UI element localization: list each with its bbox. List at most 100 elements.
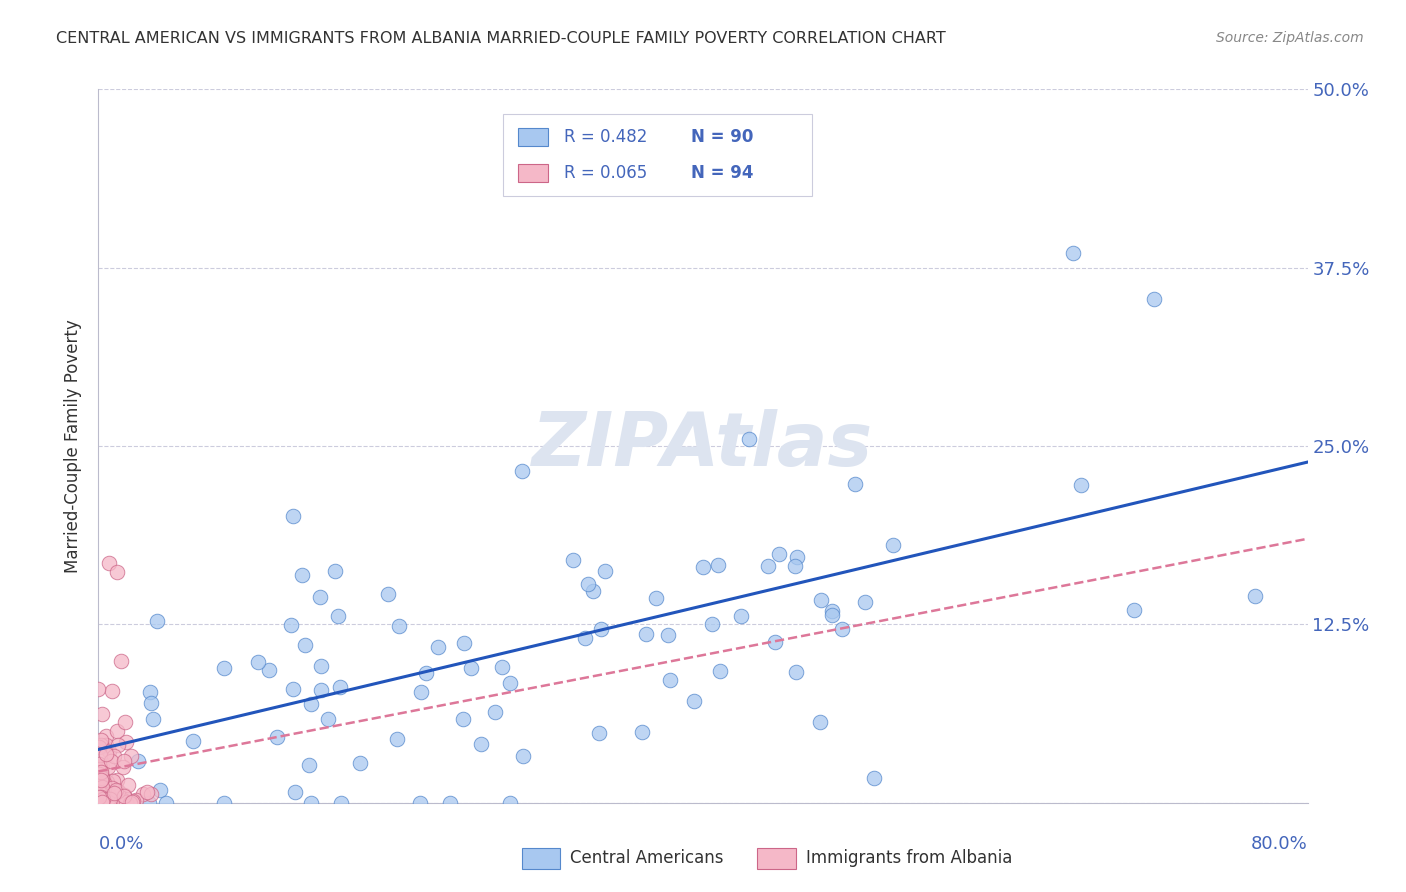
- Point: [91, 793, 114, 807]
- Point: [299, 698, 322, 712]
- Text: R = 0.065: R = 0.065: [564, 164, 647, 182]
- Point: [89, 781, 111, 796]
- Point: [107, 783, 129, 797]
- Point: [91, 787, 114, 801]
- Point: [512, 464, 534, 478]
- Point: [763, 635, 786, 649]
- Point: [699, 175, 721, 189]
- Point: [90, 789, 112, 804]
- Point: [96, 794, 118, 808]
- Point: [90, 772, 112, 787]
- Point: [91, 759, 114, 773]
- Point: [107, 738, 129, 752]
- Point: [87, 793, 110, 807]
- Point: [844, 476, 866, 491]
- Point: [301, 796, 323, 810]
- Point: [808, 714, 831, 729]
- Point: [103, 749, 125, 764]
- Point: [105, 724, 128, 739]
- Point: [132, 787, 155, 801]
- Point: [94, 747, 117, 761]
- Point: [87, 795, 110, 809]
- Point: [1062, 246, 1084, 260]
- Text: Immigrants from Albania: Immigrants from Albania: [806, 849, 1012, 867]
- Text: R = 0.482: R = 0.482: [564, 128, 647, 146]
- Text: CENTRAL AMERICAN VS IMMIGRANTS FROM ALBANIA MARRIED-COUPLE FAMILY POVERTY CORREL: CENTRAL AMERICAN VS IMMIGRANTS FROM ALBA…: [56, 31, 946, 46]
- Text: N = 90: N = 90: [690, 128, 754, 146]
- Point: [257, 663, 280, 677]
- Point: [499, 675, 522, 690]
- Point: [90, 787, 112, 801]
- Y-axis label: Married-Couple Family Poverty: Married-Couple Family Poverty: [65, 319, 83, 573]
- Point: [87, 681, 110, 696]
- Point: [87, 794, 110, 808]
- Bar: [522, 847, 561, 869]
- Point: [90, 789, 112, 804]
- Point: [657, 628, 679, 642]
- Point: [103, 786, 125, 800]
- Point: [91, 793, 114, 807]
- Point: [280, 618, 302, 632]
- Point: [117, 778, 139, 792]
- Point: [139, 685, 162, 699]
- Point: [882, 538, 904, 552]
- Point: [294, 638, 316, 652]
- Point: [388, 619, 411, 633]
- Point: [589, 623, 612, 637]
- Point: [730, 609, 752, 624]
- Point: [561, 553, 583, 567]
- Point: [146, 614, 169, 628]
- Point: [212, 661, 235, 675]
- Point: [707, 558, 730, 572]
- Point: [105, 773, 128, 788]
- Point: [498, 796, 520, 810]
- Point: [101, 684, 124, 698]
- Point: [105, 796, 128, 810]
- Point: [148, 782, 170, 797]
- Point: [96, 775, 118, 789]
- Point: [127, 754, 149, 768]
- Point: [325, 565, 347, 579]
- Point: [415, 665, 437, 680]
- Point: [112, 789, 135, 804]
- Point: [309, 590, 332, 604]
- Point: [512, 748, 534, 763]
- Point: [87, 771, 110, 785]
- Point: [94, 790, 117, 805]
- Point: [91, 796, 114, 810]
- Point: [298, 758, 321, 772]
- Point: [593, 564, 616, 578]
- Point: [853, 595, 876, 609]
- Point: [283, 509, 305, 524]
- Point: [470, 737, 492, 751]
- Point: [821, 604, 844, 618]
- Bar: [517, 164, 548, 182]
- Point: [284, 785, 307, 799]
- Point: [631, 724, 654, 739]
- Point: [682, 694, 704, 708]
- Text: ZIPAtlas: ZIPAtlas: [533, 409, 873, 483]
- Point: [786, 549, 808, 564]
- Point: [89, 785, 111, 799]
- Text: 80.0%: 80.0%: [1251, 835, 1308, 853]
- Point: [104, 783, 127, 797]
- Point: [326, 608, 349, 623]
- Point: [115, 796, 138, 810]
- Point: [453, 636, 475, 650]
- Point: [810, 593, 832, 607]
- Bar: [517, 128, 548, 146]
- Point: [692, 560, 714, 574]
- Point: [97, 791, 120, 805]
- Point: [94, 738, 117, 752]
- Point: [247, 656, 270, 670]
- Text: Source: ZipAtlas.com: Source: ZipAtlas.com: [1216, 31, 1364, 45]
- Point: [89, 792, 111, 806]
- Point: [768, 547, 790, 561]
- Point: [87, 792, 110, 806]
- Point: [89, 761, 111, 775]
- Point: [281, 682, 304, 697]
- Point: [702, 616, 724, 631]
- Point: [785, 665, 807, 679]
- Point: [90, 772, 112, 787]
- Point: [94, 729, 117, 743]
